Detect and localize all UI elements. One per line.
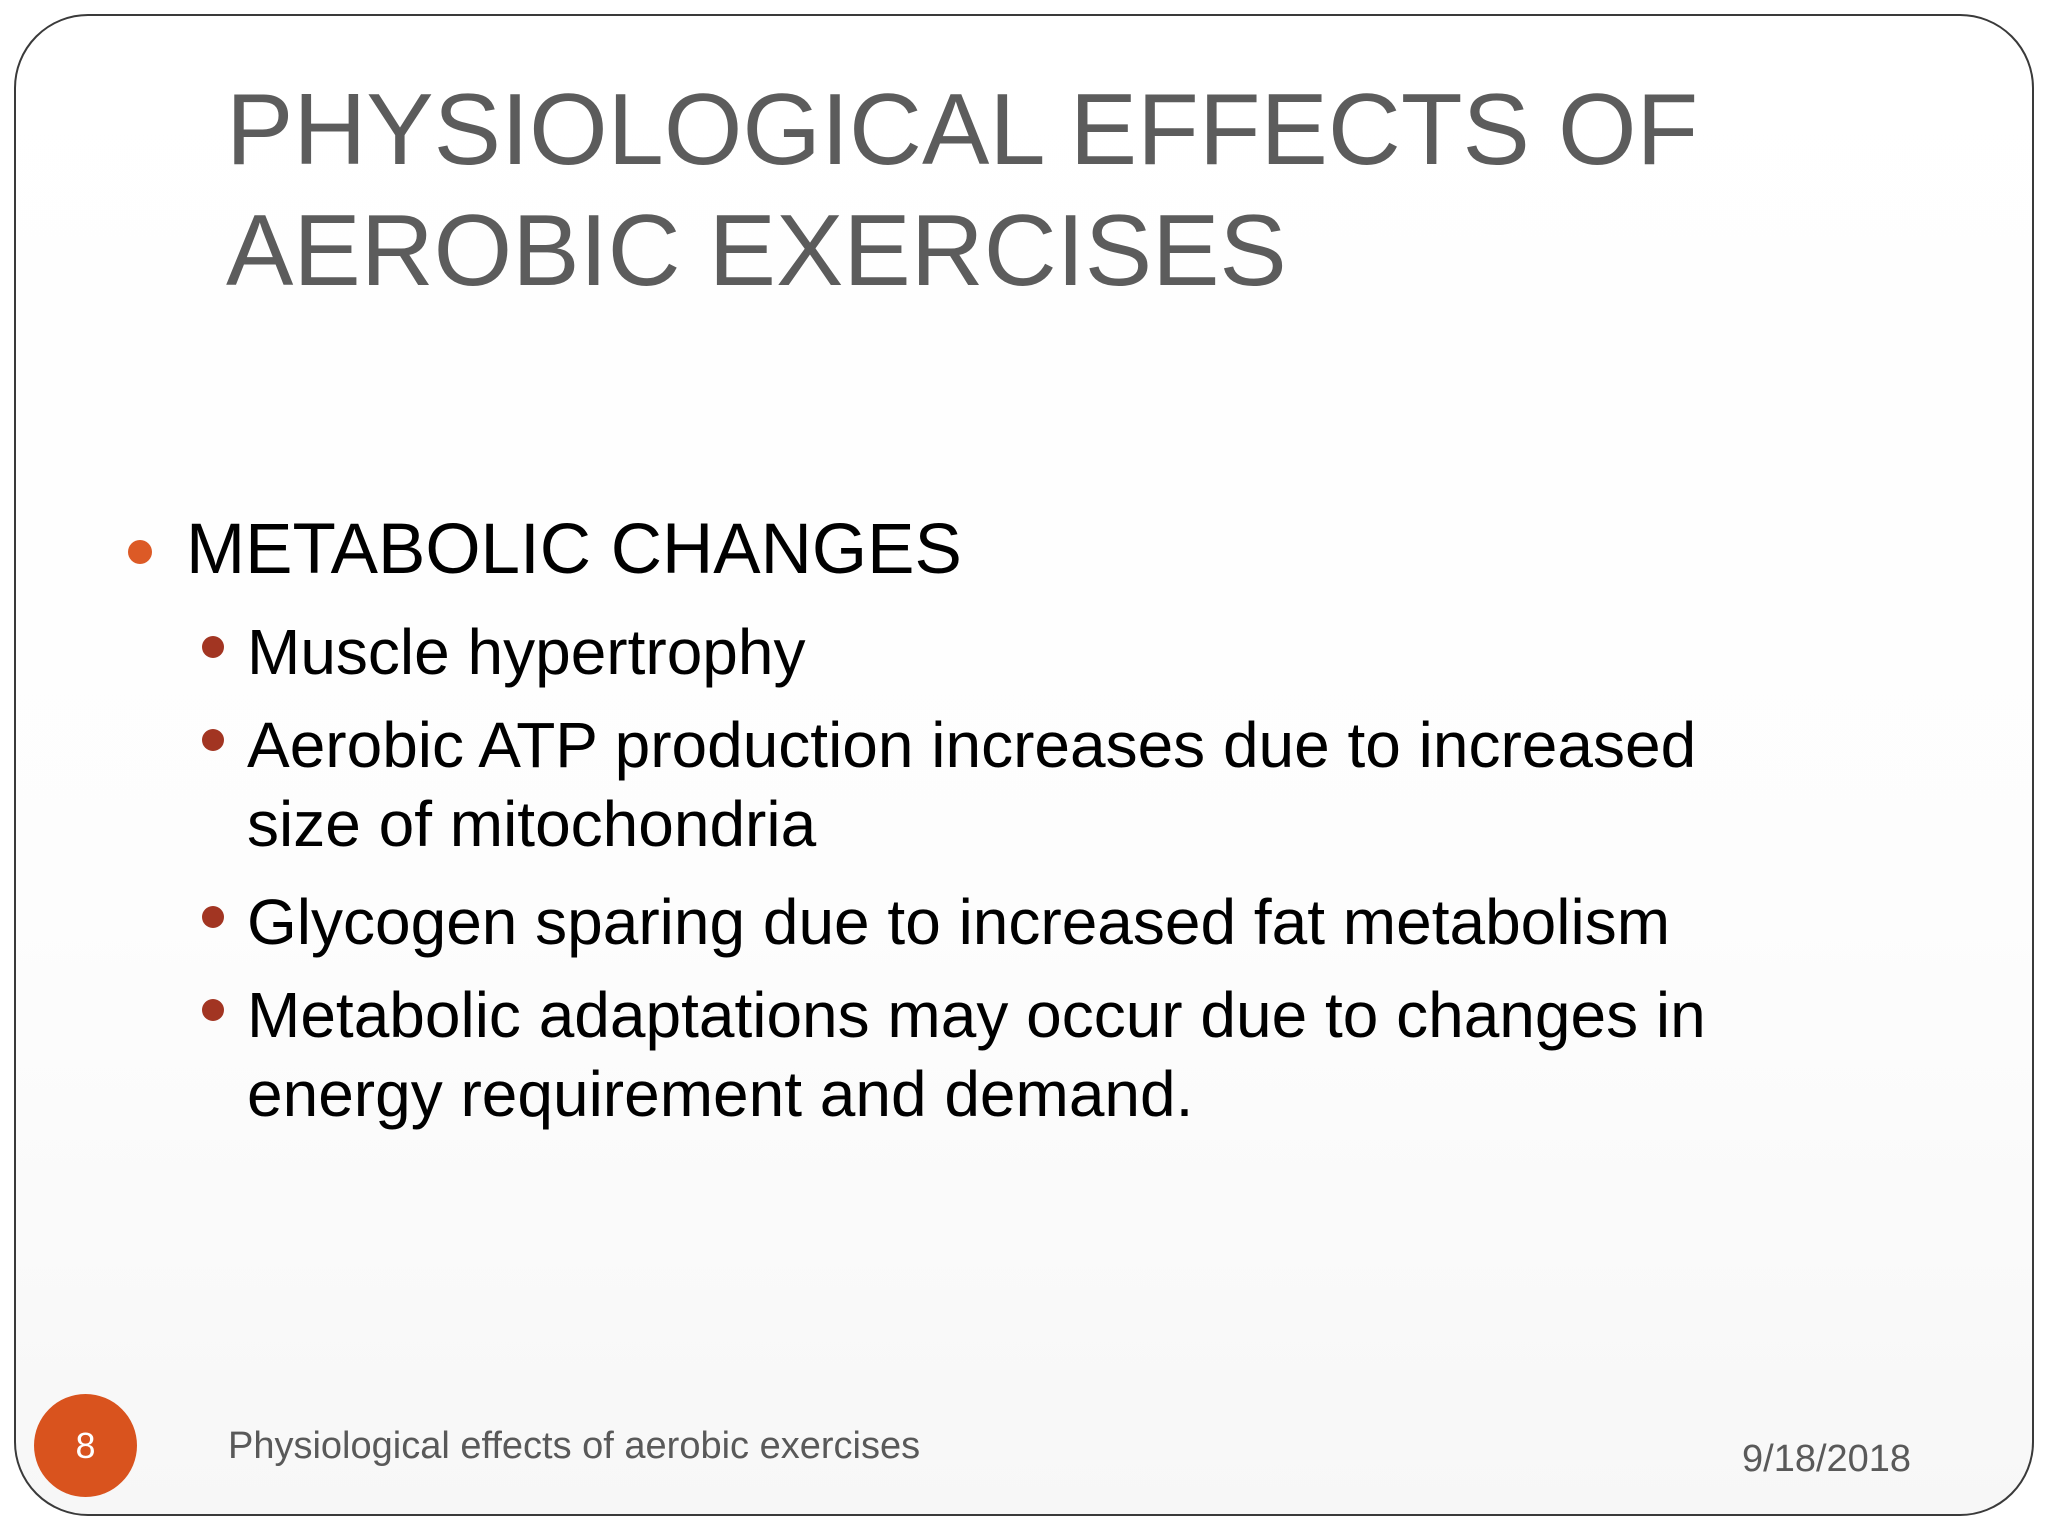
slide-content: METABOLIC CHANGES Muscle hypertrophy Aer… (16, 16, 2032, 1514)
footer-title: Physiological effects of aerobic exercis… (228, 1425, 921, 1467)
footer-date: 9/18/2018 (1742, 1438, 1912, 1480)
bullet-dot-icon (128, 540, 152, 564)
bullet-dot-icon (202, 729, 224, 751)
bullet-dot-icon (202, 906, 224, 928)
section-heading: METABOLIC CHANGES (186, 510, 962, 589)
bullet-dot-icon (202, 999, 224, 1021)
bullet-point: Glycogen sparing due to increased fat me… (247, 886, 1670, 958)
slide-title-line-1: PHYSIOLOGICAL EFFECTS OF (226, 74, 1699, 186)
slide-number-badge: 8 (34, 1394, 137, 1497)
bullet-point: Aerobic ATP production increases due to … (247, 709, 1697, 781)
bullet-point-continuation: energy requirement and demand. (247, 1058, 1194, 1130)
slide-title: PHYSIOLOGICAL EFFECTS OF AEROBIC EXERCIS… (226, 70, 1926, 312)
bullet-point-continuation: size of mitochondria (247, 788, 817, 860)
slide-title-line-2: AEROBIC EXERCISES (226, 195, 1287, 307)
slide-frame: PHYSIOLOGICAL EFFECTS OF AEROBIC EXERCIS… (14, 14, 2034, 1516)
bullet-point: Metabolic adaptations may occur due to c… (247, 979, 1706, 1051)
bullet-point: Muscle hypertrophy (247, 616, 806, 688)
bullet-dot-icon (202, 636, 224, 658)
